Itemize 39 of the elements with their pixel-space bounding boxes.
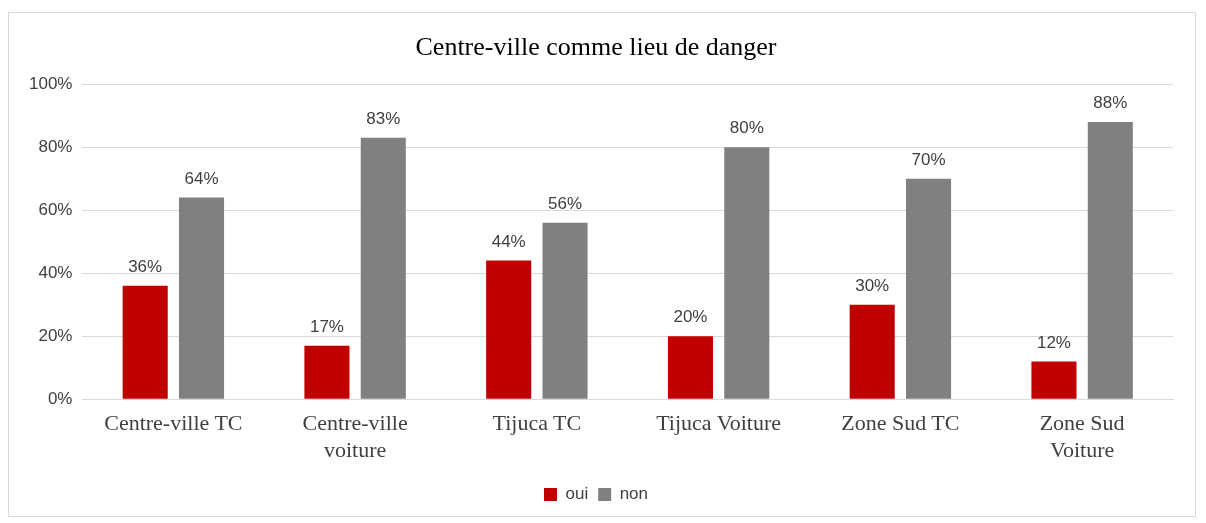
data-label: 64% <box>184 168 219 188</box>
y-tick-label: 80% <box>38 136 73 156</box>
x-tick-label: Zone Sud TC <box>841 410 960 436</box>
x-tick-label: Zone Sud Voiture <box>1039 410 1125 462</box>
bar <box>667 336 713 399</box>
data-label: 20% <box>673 307 708 327</box>
bar <box>906 178 952 399</box>
bar <box>849 304 895 399</box>
bar <box>304 345 350 399</box>
data-label: 80% <box>729 118 764 138</box>
legend-label: non <box>619 484 649 504</box>
data-label: 44% <box>491 231 526 251</box>
bar <box>724 147 770 399</box>
data-label: 36% <box>128 256 163 276</box>
data-label: 30% <box>855 275 890 295</box>
y-tick-label: 60% <box>38 199 73 219</box>
x-tick-label: Tijuca TC <box>492 410 582 436</box>
y-tick-label: 0% <box>47 388 73 408</box>
data-label: 17% <box>309 316 344 336</box>
bar <box>1087 122 1133 399</box>
bar <box>122 285 168 399</box>
x-tick-label: Centre-ville TC <box>104 410 243 436</box>
y-tick-label: 100% <box>29 73 73 93</box>
bar <box>1031 361 1077 399</box>
data-label: 88% <box>1093 93 1128 113</box>
y-tick-label: 20% <box>38 325 73 345</box>
data-label: 83% <box>366 108 401 128</box>
legend-label: oui <box>565 484 589 504</box>
data-label: 70% <box>911 149 946 169</box>
bar <box>360 137 406 399</box>
chart-title: Centre-ville comme lieu de danger <box>415 32 777 62</box>
y-tick-label: 40% <box>38 262 73 282</box>
data-label: 56% <box>548 193 583 213</box>
x-tick-label: Centre-ville voiture <box>302 410 408 462</box>
bar <box>486 260 532 399</box>
bar <box>542 222 588 399</box>
x-tick-label: Tijuca Voiture <box>656 410 782 436</box>
bar <box>178 197 225 399</box>
data-label: 12% <box>1036 332 1071 352</box>
